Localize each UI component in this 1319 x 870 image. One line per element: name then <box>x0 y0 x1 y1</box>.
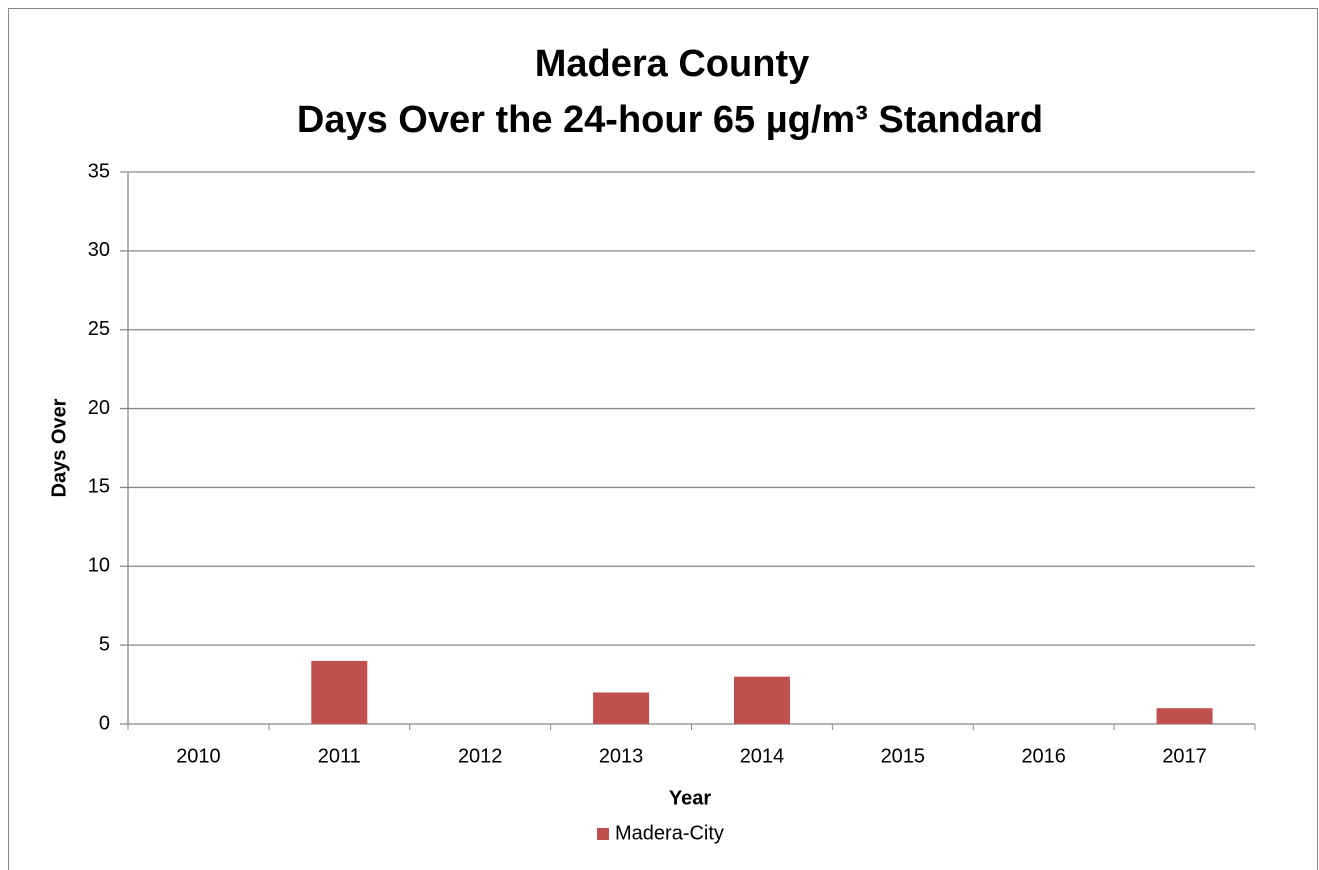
y-tick-label: 15 <box>88 476 110 498</box>
y-tick-label: 30 <box>88 239 110 261</box>
chart-title: Madera County <box>535 43 809 85</box>
y-tick-label: 5 <box>99 633 110 655</box>
bar <box>1156 708 1213 724</box>
x-tick-label: 2013 <box>599 745 644 767</box>
legend-swatch <box>597 828 609 840</box>
chart-title: Days Over the 24-hour 65 µg/m³ Standard <box>297 99 1043 141</box>
bar <box>311 660 368 724</box>
x-tick-label: 2012 <box>458 745 503 767</box>
y-tick-label: 20 <box>88 397 110 419</box>
y-tick-label: 10 <box>88 555 110 577</box>
x-tick-label: 2014 <box>740 745 785 767</box>
x-axis-title: Year <box>669 787 711 809</box>
y-tick-label: 0 <box>99 712 110 734</box>
x-tick-label: 2010 <box>176 745 221 767</box>
x-tick-label: 2017 <box>1162 745 1207 767</box>
bar <box>593 692 650 724</box>
y-axis-title: Days Over <box>48 398 70 497</box>
y-tick-label: 25 <box>88 318 110 340</box>
x-tick-label: 2015 <box>881 745 926 767</box>
x-tick-label: 2011 <box>318 745 361 767</box>
y-tick-label: 35 <box>88 160 110 182</box>
chart-frame <box>8 8 1318 870</box>
bar <box>733 676 790 724</box>
x-tick-label: 2016 <box>1021 745 1066 767</box>
legend-label: Madera-City <box>615 822 724 844</box>
